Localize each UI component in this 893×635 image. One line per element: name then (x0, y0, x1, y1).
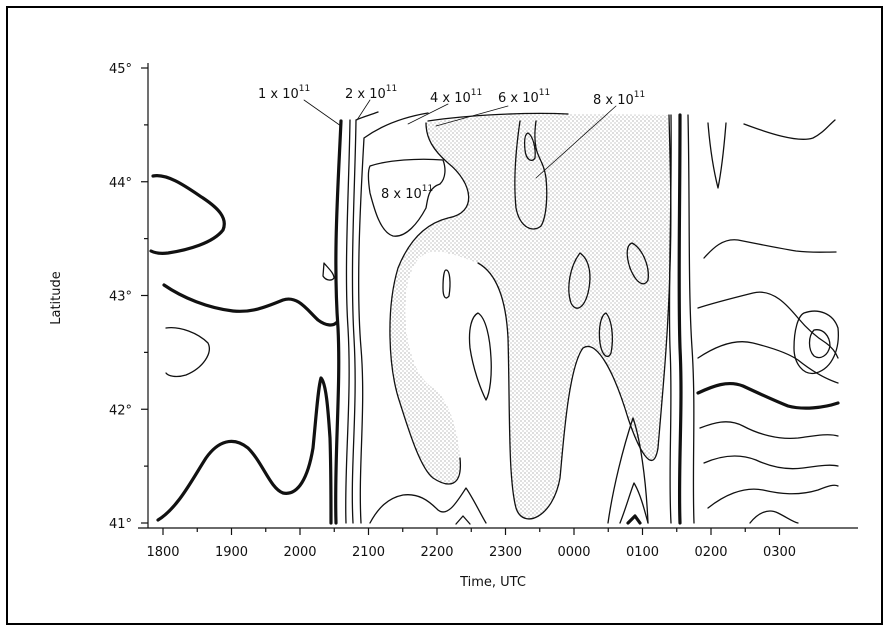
contour-annotations: 1 x 1011 2 x 1011 4 x 1011 6 x 1011 8 x 1011… (258, 84, 645, 202)
contour-left-mid (162, 283, 338, 327)
contour-level-label: 8 x 1011 (593, 90, 645, 108)
contour-level-label: 1 x 1011 (258, 84, 310, 102)
contour-small-b (468, 312, 492, 401)
leader-line-2e11 (356, 99, 371, 121)
contour-lines (149, 99, 840, 525)
x-axis-title: Time, UTC (459, 575, 526, 590)
tick-labels: 1800 1900 2000 2100 2200 2300 0000 0100 0200 0300… (109, 62, 796, 560)
leader-line-8e11 (535, 105, 617, 179)
contour-small-f (523, 132, 536, 161)
y-tick-label: 43° (109, 290, 132, 305)
contour-band-4 (358, 112, 429, 524)
contour-right-ring-2 (808, 329, 831, 359)
x-tick-label: 1900 (215, 545, 248, 560)
contour-small-d (598, 312, 613, 357)
contour-central-tongue (477, 114, 672, 520)
contour-right-band-1 (668, 114, 672, 524)
contour-small-a (442, 269, 451, 299)
x-tick-label: 0200 (694, 545, 727, 560)
x-tick-label: 1800 (146, 545, 179, 560)
contour-right-low-4 (749, 510, 799, 524)
y-tick-label: 45° (109, 62, 132, 77)
contour-band-1 (334, 119, 343, 525)
contour-right-low-1 (699, 421, 839, 440)
contour-right-outer-ring (697, 291, 839, 384)
contour-level-label: 4 x 1011 (430, 88, 482, 106)
contour-bottom-caret (455, 515, 471, 525)
contour-right-ring-1 (793, 310, 839, 375)
contour-left-small (165, 327, 210, 378)
y-tick-label: 42° (109, 403, 132, 418)
contour-left-top (149, 174, 226, 255)
contour-chart: 1800 1900 2000 2100 2200 2300 0000 0100 0200 0300… (49, 62, 858, 590)
contour-bottom-3 (619, 482, 649, 524)
contour-8e11-left (367, 158, 446, 237)
x-tick-label: 0300 (763, 545, 796, 560)
contour-level-label: 2 x 1011 (345, 84, 397, 102)
contour-6e11 (389, 112, 569, 485)
contour-small-c (568, 252, 591, 309)
contour-8e11-top (514, 120, 548, 230)
contour-bottom-2 (607, 417, 649, 524)
y-tick-label: 41° (109, 517, 132, 532)
contour-right-band-2 (677, 113, 683, 525)
x-tick-label: 2200 (420, 545, 453, 560)
leader-line-4e11 (407, 103, 449, 125)
contour-left-lens (322, 262, 335, 281)
x-tick-label: 2300 (489, 545, 522, 560)
x-tick-label: 0100 (626, 545, 659, 560)
leader-line-6e11 (435, 105, 509, 127)
contour-right-mid (703, 239, 837, 259)
contour-level-label: 6 x 1011 (498, 88, 550, 106)
leader-line-1e11 (303, 99, 342, 127)
x-tick-label: 0000 (557, 545, 590, 560)
contour-right-band-3 (687, 114, 695, 524)
contour-small-e (626, 242, 649, 285)
figure-frame: 1800 1900 2000 2100 2200 2300 0000 0100 0200 0300… (6, 6, 883, 625)
x-tick-label: 2000 (283, 545, 316, 560)
y-tick-label: 44° (109, 176, 132, 191)
contour-bottom-mark (626, 514, 642, 525)
contour-right-low-2 (703, 455, 839, 470)
contour-left-bottom (156, 376, 333, 525)
contour-bottom-1 (369, 487, 487, 524)
contour-right-low-3 (707, 484, 839, 509)
contour-band-2 (345, 119, 351, 524)
y-axis-title: Latitude (49, 271, 64, 325)
x-tick-label: 2100 (352, 545, 385, 560)
contour-right-band-4 (707, 122, 727, 189)
contour-band-3 (351, 111, 379, 524)
ticks (141, 67, 781, 535)
contour-right-top (743, 119, 836, 140)
stippled-region (389, 113, 670, 519)
inner-contour-label: 8 x 1011 (381, 184, 433, 202)
shaded-area-main (389, 113, 670, 519)
contour-right-thick (696, 381, 840, 410)
